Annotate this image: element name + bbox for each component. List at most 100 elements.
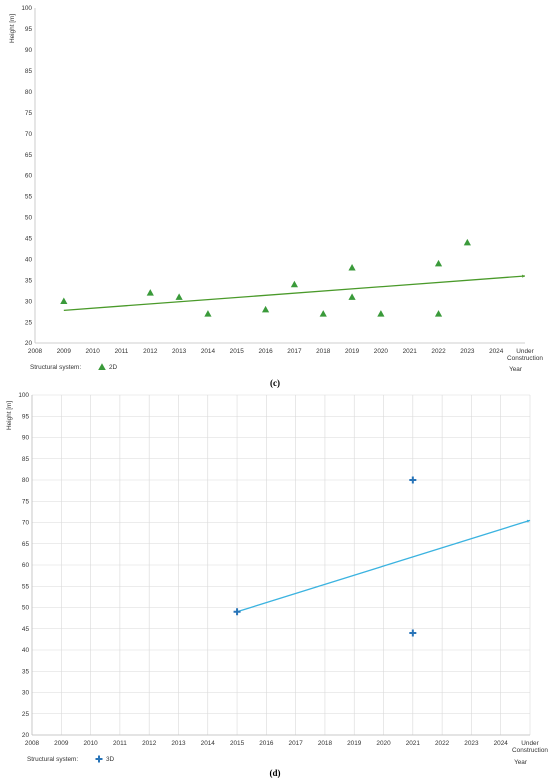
y-tick-label: 20 — [22, 732, 30, 739]
x-tick-label: 2021 — [403, 348, 418, 355]
x-tick-label: 2008 — [25, 740, 40, 747]
x-tick-label: 2008 — [28, 348, 43, 355]
y-tick-label: 70 — [25, 131, 33, 138]
y-tick-label: 65 — [25, 152, 33, 159]
trendline-arrow — [522, 274, 525, 278]
y-tick-label: 50 — [25, 215, 33, 222]
x-tick-label: 2015 — [230, 348, 245, 355]
x-tick-label: 2016 — [259, 740, 274, 747]
x-tick-label: Under Construction — [507, 348, 543, 362]
x-tick-label: 2020 — [374, 348, 389, 355]
y-tick-label: 100 — [18, 392, 29, 399]
y-tick-label: 20 — [25, 340, 33, 347]
data-point — [348, 264, 356, 271]
y-tick-label: 55 — [25, 194, 33, 201]
panel-caption: (d) — [270, 768, 281, 778]
x-tick-label: 2014 — [201, 740, 216, 747]
y-tick-label: 50 — [22, 605, 30, 612]
data-point — [233, 608, 241, 616]
y-axis-title: Height [m] — [6, 401, 13, 430]
data-point — [409, 629, 417, 637]
x-tick-label: 2023 — [460, 348, 475, 355]
y-axis-title: Height [m] — [9, 14, 16, 43]
y-tick-label: 90 — [22, 435, 30, 442]
data-point — [434, 259, 443, 267]
data-point — [348, 293, 356, 300]
x-tick-label: 2017 — [287, 348, 302, 355]
x-tick-label: 2014 — [201, 348, 216, 355]
y-tick-label: 45 — [22, 626, 30, 633]
data-point — [434, 310, 443, 317]
x-tick-label: 2017 — [289, 740, 304, 747]
panel-caption: (c) — [270, 378, 280, 388]
y-tick-label: 85 — [22, 456, 30, 463]
y-tick-label: 30 — [22, 690, 30, 697]
chart-panel-d: 20 25 30 35 40 45 50 55 60 65 70 75 80 85 90 95 100 2008 2… — [6, 392, 548, 778]
x-tick-label: 2011 — [115, 348, 129, 355]
trendline — [63, 275, 526, 311]
y-tick-label: 80 — [22, 477, 30, 484]
y-tick-label: 95 — [25, 26, 33, 33]
x-tick-label: 2024 — [494, 740, 509, 747]
x-tick-label: 2010 — [86, 348, 101, 355]
y-tick-label: 40 — [25, 256, 33, 263]
y-tick-label: 35 — [22, 668, 30, 675]
legend-marker — [98, 363, 106, 370]
data-point — [261, 305, 270, 313]
data-point — [290, 280, 299, 288]
trendline-arrow — [526, 519, 530, 523]
x-tick-label: 2019 — [345, 348, 360, 355]
legend-title: Structural system: — [30, 364, 81, 371]
y-tick-label: 35 — [25, 277, 33, 284]
data-point — [319, 310, 327, 317]
y-tick-label: 100 — [21, 5, 32, 12]
x-tick-label: 2013 — [171, 740, 186, 747]
trendline — [236, 519, 531, 613]
y-tick-label: 75 — [22, 498, 30, 505]
x-tick-label: 2012 — [143, 348, 158, 355]
data-point — [175, 293, 183, 300]
x-tick-label: 2015 — [230, 740, 245, 747]
legend-entry-label: 3D — [106, 756, 115, 763]
data-point — [463, 238, 471, 246]
x-tick-label: Under Construction — [512, 740, 548, 754]
x-tick-label: 2022 — [435, 740, 450, 747]
x-tick-label: 2010 — [83, 740, 98, 747]
x-tick-label: 2022 — [431, 348, 446, 355]
legend-entry-label: 2D — [109, 364, 118, 371]
x-tick-label: 2013 — [172, 348, 187, 355]
x-tick-label: 2016 — [258, 348, 273, 355]
data-point — [60, 297, 68, 305]
legend-marker — [95, 755, 103, 763]
y-tick-label: 75 — [25, 110, 33, 117]
y-tick-label: 80 — [25, 89, 33, 96]
chart-panel-c: 20 25 30 35 40 45 50 55 60 65 70 75 80 85 90 95 100 2008 2… — [9, 5, 543, 388]
y-tick-label: 30 — [25, 298, 33, 305]
data-point — [377, 310, 385, 317]
x-tick-label: 2009 — [54, 740, 69, 747]
data-point — [146, 289, 154, 296]
x-tick-label: 2009 — [57, 348, 72, 355]
y-tick-label: 25 — [22, 711, 30, 718]
y-tick-label: 65 — [22, 541, 30, 548]
x-tick-label: 2024 — [489, 348, 504, 355]
data-point — [409, 476, 417, 484]
y-tick-label: 40 — [22, 647, 30, 654]
x-tick-label: 2018 — [318, 740, 333, 747]
x-axis-title: Year — [514, 759, 528, 766]
y-tick-label: 90 — [25, 47, 33, 54]
y-tick-label: 70 — [22, 520, 30, 527]
y-tick-label: 45 — [25, 236, 33, 243]
x-tick-label: 2023 — [464, 740, 479, 747]
y-tick-label: 55 — [22, 583, 30, 590]
x-tick-label: 2012 — [142, 740, 157, 747]
x-tick-label: 2020 — [376, 740, 391, 747]
x-axis-title: Year — [509, 366, 523, 373]
y-tick-label: 60 — [22, 562, 30, 569]
y-tick-label: 85 — [25, 68, 33, 75]
x-tick-label: 2018 — [316, 348, 331, 355]
y-tick-label: 95 — [22, 413, 30, 420]
legend-title: Structural system: — [27, 756, 78, 763]
x-tick-label: 2011 — [113, 740, 127, 747]
